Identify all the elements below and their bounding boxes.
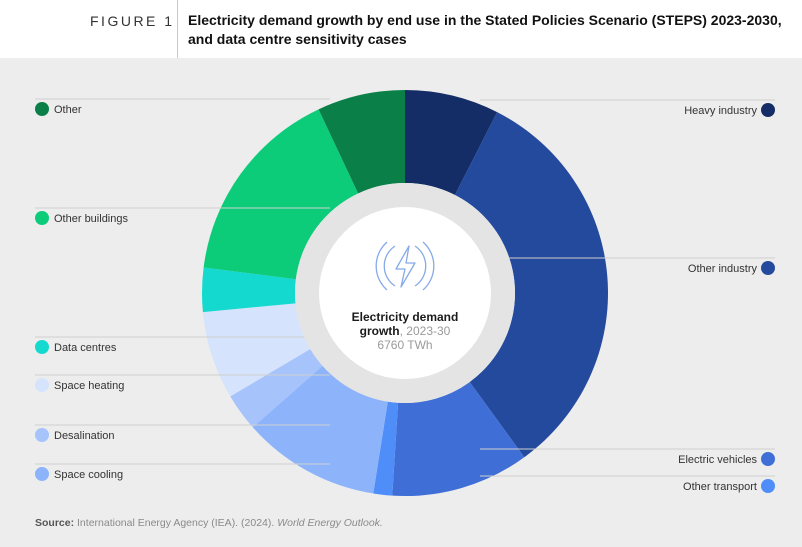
legend-item-data-centres: Data centres: [35, 340, 117, 354]
legend-swatch-space-heating: [35, 378, 49, 392]
legend-label-space-cooling: Space cooling: [54, 469, 123, 481]
chart-panel: Other Other buildings Data centres Space he…: [0, 58, 802, 547]
legend-swatch-other: [35, 102, 49, 116]
legend-item-space-heating: Space heating: [35, 378, 124, 392]
slice-desalination: [230, 348, 323, 428]
source-label: Source:: [35, 517, 75, 529]
figure-label: FIGURE 1: [90, 13, 175, 29]
legend-swatch-other-buildings: [35, 211, 49, 225]
legend-item-other: Other: [35, 102, 82, 116]
legend-item-space-cooling: Space cooling: [35, 467, 123, 481]
source-publication: World Energy Outlook.: [277, 517, 383, 529]
legend-label-data-centres: Data centres: [54, 342, 117, 354]
header-divider: [177, 0, 178, 58]
figure-title: Electricity demand growth by end use in …: [188, 11, 788, 49]
donut-chart: Other Other buildings Data centres Space he…: [35, 90, 775, 496]
legend-swatch-other-industry: [761, 261, 775, 275]
legend-swatch-desalination: [35, 428, 49, 442]
slice-other: [318, 90, 405, 194]
legend-item-other-transport: Other transport: [683, 479, 775, 493]
center-total-value: 6760 TWh: [377, 338, 432, 352]
legend-label-heavy-industry: Heavy industry: [684, 105, 757, 117]
legend-swatch-other-transport: [761, 479, 775, 493]
legend-item-other-buildings: Other buildings: [35, 211, 128, 225]
legend-label-other-industry: Other industry: [688, 263, 758, 275]
legend-item-electric-vehicles: Electric vehicles: [678, 452, 775, 466]
slice-other-transport: [373, 401, 399, 496]
slice-other-industry: [454, 112, 608, 458]
slice-space-heating: [202, 303, 311, 397]
legend-swatch-data-centres: [35, 340, 49, 354]
source-text: International Energy Agency (IEA). (2024…: [77, 517, 275, 529]
center-title-line-2: growth, 2023-30: [360, 324, 451, 338]
legend-label-other-buildings: Other buildings: [54, 213, 128, 225]
source-note: Source: International Energy Agency (IEA…: [35, 517, 383, 529]
legend-swatch-electric-vehicles: [761, 452, 775, 466]
center-title-period: , 2023-30: [400, 324, 451, 338]
slice-data-centres: [202, 267, 296, 313]
slice-electric-vehicles: [392, 381, 525, 496]
slice-space-cooling: [252, 365, 388, 494]
figure-title-line-2: and data centre sensitivity cases: [188, 31, 407, 47]
legend-item-desalination: Desalination: [35, 428, 115, 442]
center-disc: [319, 207, 491, 379]
legend: Other Other buildings Data centres Space he…: [35, 102, 775, 493]
figure-title-line-1: Electricity demand growth by end use in …: [188, 12, 782, 28]
legend-label-other-transport: Other transport: [683, 481, 757, 493]
legend-swatch-heavy-industry: [761, 103, 775, 117]
center-title-line-1: Electricity demand: [352, 310, 459, 324]
lightning-bolt-icon: [375, 241, 435, 291]
legend-item-other-industry: Other industry: [688, 261, 775, 275]
legend-leader-lines: [35, 98, 775, 477]
figure-header: FIGURE 1 Electricity demand growth by en…: [0, 0, 802, 58]
legend-item-heavy-industry: Heavy industry: [684, 103, 775, 117]
slice-other-buildings: [203, 109, 359, 280]
donut-slices: [202, 90, 608, 496]
legend-label-desalination: Desalination: [54, 430, 115, 442]
legend-swatch-space-cooling: [35, 467, 49, 481]
slice-heavy-industry: [405, 90, 498, 195]
legend-label-electric-vehicles: Electric vehicles: [678, 454, 757, 466]
legend-label-other: Other: [54, 104, 82, 116]
center-title-bold: growth: [360, 324, 400, 338]
legend-label-space-heating: Space heating: [54, 380, 124, 392]
